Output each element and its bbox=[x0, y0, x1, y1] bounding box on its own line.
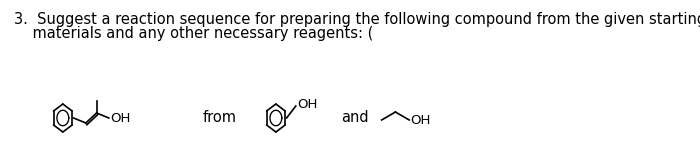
Text: OH: OH bbox=[298, 97, 318, 111]
Text: materials and any other necessary reagents: (: materials and any other necessary reagen… bbox=[14, 26, 373, 41]
Text: 3.  Suggest a reaction sequence for preparing the following compound from the gi: 3. Suggest a reaction sequence for prepa… bbox=[14, 12, 700, 27]
Text: and: and bbox=[341, 111, 369, 126]
Text: OH: OH bbox=[411, 113, 431, 126]
Text: OH: OH bbox=[111, 112, 131, 126]
Text: from: from bbox=[203, 111, 237, 126]
